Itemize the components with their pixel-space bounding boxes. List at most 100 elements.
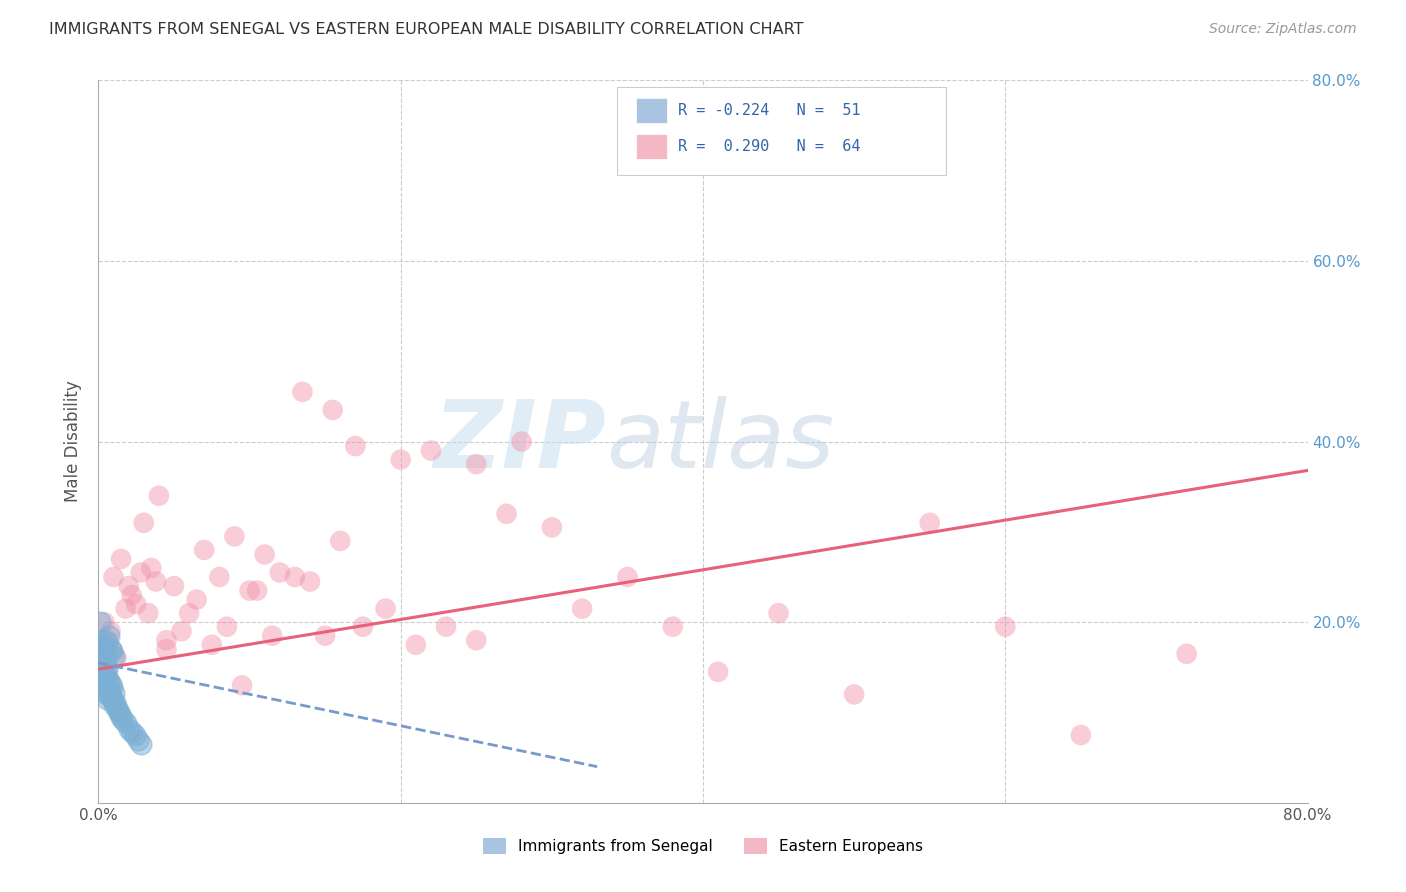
Point [1070, 728, 1092, 742]
Point [101, 680, 124, 694]
Point [94, 687, 117, 701]
Point [269, 566, 291, 580]
Point [193, 542, 215, 557]
Point [179, 606, 201, 620]
Point [96, 633, 118, 648]
Point [98, 673, 121, 688]
Point [107, 704, 129, 718]
Point [434, 620, 457, 634]
Text: Source: ZipAtlas.com: Source: ZipAtlas.com [1209, 22, 1357, 37]
Point [94, 647, 117, 661]
Point [170, 624, 193, 639]
Point [93, 680, 115, 694]
Point [329, 533, 352, 548]
Point [253, 548, 276, 562]
Point [101, 644, 124, 658]
Point [103, 570, 125, 584]
Point [215, 620, 238, 634]
Point [114, 601, 136, 615]
Point [101, 692, 124, 706]
Point [110, 552, 132, 566]
Point [136, 606, 159, 620]
Point [121, 588, 143, 602]
Point [155, 642, 177, 657]
Point [105, 651, 128, 665]
Point [90, 633, 112, 648]
Point [89, 651, 111, 665]
Point [994, 620, 1017, 634]
Point [93, 644, 115, 658]
Point [121, 725, 143, 739]
Point [352, 620, 374, 634]
Text: ZIP: ZIP [433, 395, 606, 488]
Point [374, 601, 396, 615]
Point [127, 732, 149, 747]
Point [148, 489, 170, 503]
Point [98, 629, 121, 643]
Point [1175, 647, 1198, 661]
Point [103, 698, 125, 713]
Point [91, 647, 114, 661]
Point [89, 660, 111, 674]
Point [100, 642, 122, 657]
Point [495, 507, 517, 521]
Point [96, 662, 118, 676]
Point [322, 403, 344, 417]
Point [314, 629, 336, 643]
Text: R = -0.224   N =  51: R = -0.224 N = 51 [678, 103, 860, 118]
Point [118, 579, 141, 593]
Point [103, 685, 125, 699]
Point [299, 574, 322, 589]
Point [91, 640, 114, 655]
Point [96, 671, 118, 685]
Point [540, 520, 562, 534]
Point [124, 728, 146, 742]
Point [616, 570, 638, 584]
Point [114, 716, 136, 731]
Point [844, 687, 866, 701]
Point [91, 653, 114, 667]
Text: R =  0.290   N =  64: R = 0.290 N = 64 [678, 138, 860, 153]
Legend: Immigrants from Senegal, Eastern Europeans: Immigrants from Senegal, Eastern Europea… [477, 832, 929, 860]
Point [465, 633, 488, 648]
Point [91, 662, 114, 676]
Point [108, 707, 131, 722]
Text: atlas: atlas [606, 396, 835, 487]
Point [93, 615, 115, 630]
Point [163, 579, 186, 593]
Point [768, 606, 790, 620]
Point [129, 737, 152, 751]
Point [661, 620, 683, 634]
Point [89, 669, 111, 683]
Point [389, 452, 412, 467]
Point [118, 722, 141, 736]
Point [129, 566, 152, 580]
Point [89, 638, 111, 652]
Point [284, 570, 307, 584]
Point [141, 561, 163, 575]
Point [91, 673, 114, 688]
Point [132, 516, 155, 530]
Point [465, 457, 488, 471]
Point [145, 574, 167, 589]
Point [105, 701, 128, 715]
Point [262, 629, 284, 643]
Point [93, 669, 115, 683]
Point [89, 615, 111, 630]
Point [344, 439, 367, 453]
Point [246, 583, 269, 598]
Y-axis label: Male Disability: Male Disability [65, 381, 83, 502]
Point [100, 676, 122, 690]
Point [571, 601, 593, 615]
Point [90, 656, 112, 670]
Point [208, 570, 231, 584]
Point [420, 443, 443, 458]
Point [90, 651, 112, 665]
Point [90, 678, 112, 692]
Point [103, 649, 125, 664]
Point [100, 624, 122, 639]
Point [291, 384, 314, 399]
Point [96, 692, 118, 706]
Point [94, 656, 117, 670]
Point [125, 597, 148, 611]
